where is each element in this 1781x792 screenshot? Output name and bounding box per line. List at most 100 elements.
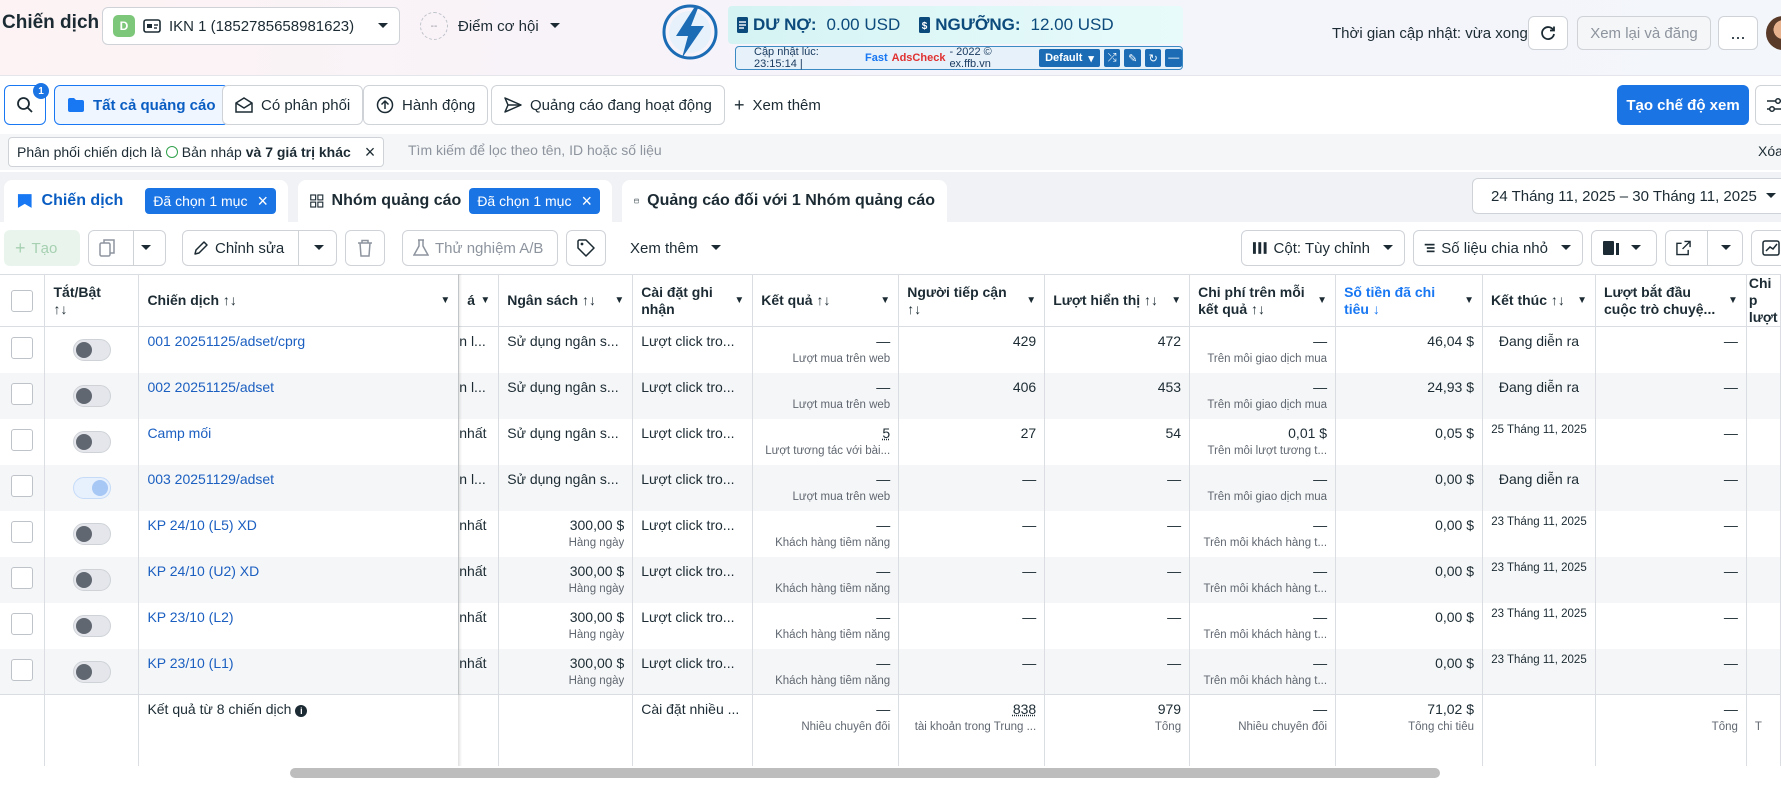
filter-chip[interactable]: Phân phối chiến dịch là Bản nháp và 7 gi…	[8, 137, 385, 167]
breakdown-button[interactable]: Số liệu chia nhỏ	[1413, 230, 1583, 266]
chevron-down-icon[interactable]	[1720, 244, 1732, 252]
campaign-toggle[interactable]	[72, 476, 111, 499]
close-icon[interactable]: ×	[257, 190, 268, 211]
close-icon[interactable]: ×	[364, 142, 376, 162]
col-amount-spent[interactable]: Số tiền đã chi tiêu ↓ ▼	[1335, 274, 1483, 327]
campaign-selected-chip[interactable]: Đã chọn 1 mục ×	[145, 188, 276, 214]
user-avatar[interactable]	[1766, 16, 1781, 50]
tab-actions[interactable]: Hành động	[363, 85, 489, 125]
tab-active-ads[interactable]: Quảng cáo đang hoạt động	[491, 85, 725, 125]
edit-button[interactable]: Chỉnh sửa	[182, 230, 337, 266]
campaign-name-link[interactable]: KP 23/10 (L2)	[147, 608, 234, 625]
row-checkbox[interactable]	[11, 658, 34, 681]
filter-search-input[interactable]: Tìm kiếm để lọc theo tên, ID hoặc số liệ…	[408, 142, 662, 158]
campaign-name-link[interactable]: KP 24/10 (L5) XD	[147, 516, 257, 533]
campaign-name-cell[interactable]: KP 23/10 (L1)	[138, 648, 460, 695]
campaign-toggle[interactable]	[72, 384, 111, 407]
toggle-cell[interactable]	[44, 418, 140, 465]
row-checkbox-cell[interactable]	[0, 418, 46, 465]
date-range-picker[interactable]: 24 Tháng 11, 2025 – 30 Tháng 11, 2025	[1472, 178, 1781, 214]
adset-selected-chip[interactable]: Đã chọn 1 mục ×	[469, 188, 600, 214]
row-checkbox-cell[interactable]	[0, 602, 46, 649]
col-budget[interactable]: Ngân sách ↑↓ ▼	[498, 274, 634, 327]
tab-level-adsets[interactable]: Nhóm quảng cáo Đã chọn 1 mục ×	[298, 180, 612, 222]
reports-button[interactable]	[1591, 230, 1657, 266]
table-row[interactable]: 002 20251125/adset n l... Sử dụng ngân s..…	[0, 372, 1781, 419]
duplicate-button[interactable]	[88, 230, 166, 266]
create-view-button[interactable]: Tạo chế độ xem	[1617, 85, 1749, 125]
campaign-toggle[interactable]	[72, 660, 111, 683]
campaign-name-link[interactable]: KP 24/10 (U2) XD	[147, 562, 260, 579]
table-row[interactable]: 003 20251129/adset n l... Sử dụng ngân s..…	[0, 464, 1781, 511]
ab-test-button[interactable]: Thử nghiệm A/B	[402, 230, 558, 266]
campaign-toggle[interactable]	[72, 339, 111, 361]
horizontal-scroll-thumb[interactable]	[290, 768, 1440, 778]
toggle-cell[interactable]	[44, 372, 140, 419]
toggle-cell[interactable]	[44, 648, 140, 695]
col-truncated[interactable]: á ▼	[458, 274, 500, 327]
col-toggle[interactable]: Tắt/Bật ↑↓	[44, 274, 140, 327]
campaign-name-link[interactable]: 003 20251129/adset	[147, 470, 275, 487]
toggle-cell[interactable]	[44, 602, 140, 649]
table-row[interactable]: KP 23/10 (L2) nhất 300,00 $ Hàng ngày Lượt c…	[0, 602, 1781, 649]
close-icon[interactable]: ×	[581, 190, 592, 211]
see-more-views-button[interactable]: + Xem thêm	[734, 94, 821, 115]
col-impressions[interactable]: Lượt hiển thị ↑↓ ▼	[1044, 274, 1191, 327]
campaign-toggle[interactable]	[72, 614, 111, 637]
chart-button[interactable]	[1751, 230, 1781, 266]
shuffle-icon[interactable]: ⤮	[1103, 49, 1121, 67]
campaign-name-link[interactable]: Camp mối	[147, 424, 212, 441]
chevron-down-icon[interactable]	[313, 244, 325, 252]
col-cost-more[interactable]: Chi p lượt	[1746, 274, 1781, 327]
delete-button[interactable]	[345, 230, 385, 266]
col-results[interactable]: Kết quả ↑↓ ▼	[752, 274, 900, 327]
campaign-toggle[interactable]	[72, 568, 111, 591]
campaign-name-link[interactable]: KP 23/10 (L1)	[147, 654, 234, 671]
table-row[interactable]: KP 23/10 (L1) nhất 300,00 $ Hàng ngày Lượt c…	[0, 648, 1781, 695]
columns-button[interactable]: Cột: Tùy chỉnh	[1241, 230, 1405, 266]
edit-icon[interactable]: ✎	[1124, 49, 1141, 67]
col-conversation-starts[interactable]: Lượt bắt đầu cuộc trò chuyệ... ▼	[1595, 274, 1747, 327]
clear-filters-link[interactable]: Xóa	[1758, 143, 1781, 159]
row-checkbox-cell[interactable]	[0, 648, 46, 695]
account-selector[interactable]: D IKN 1 (1852785658981623)	[102, 7, 400, 45]
chevron-down-icon[interactable]	[140, 244, 152, 252]
campaign-name-cell[interactable]: KP 24/10 (L5) XD	[138, 510, 460, 557]
col-cost-per-result[interactable]: Chi phí trên mỗi kết quả ↑↓ ▼	[1189, 274, 1337, 327]
info-icon[interactable]: i	[295, 705, 308, 717]
row-checkbox-cell[interactable]	[0, 510, 46, 557]
refresh-button[interactable]	[1528, 16, 1568, 50]
campaign-name-cell[interactable]: 001 20251125/adset/cprg	[138, 326, 460, 373]
select-all-header[interactable]	[0, 274, 46, 327]
campaign-name-cell[interactable]: KP 24/10 (U2) XD	[138, 556, 460, 603]
minimize-icon[interactable]: —	[1165, 49, 1182, 67]
preset-select[interactable]: Default ▾	[1039, 49, 1100, 67]
col-campaign[interactable]: Chiến dịch ↑↓ ▼	[138, 274, 460, 327]
row-checkbox-cell[interactable]	[0, 372, 46, 419]
row-checkbox[interactable]	[11, 382, 34, 405]
col-reach[interactable]: Người tiếp cận ↑↓ ▼	[898, 274, 1046, 327]
table-row[interactable]: KP 24/10 (U2) XD nhất 300,00 $ Hàng ngày Lượ…	[0, 556, 1781, 603]
tag-button[interactable]	[566, 230, 606, 266]
tab-level-campaigns[interactable]: Chiến dịch Đã chọn 1 mục ×	[4, 180, 288, 222]
tab-delivering[interactable]: Có phân phối	[222, 85, 364, 125]
toggle-cell[interactable]	[44, 464, 140, 511]
row-checkbox[interactable]	[11, 337, 34, 359]
col-ends[interactable]: Kết thúc ↑↓ ▼	[1482, 274, 1596, 327]
review-publish-button[interactable]: Xem lại và đăng	[1577, 16, 1711, 50]
toggle-cell[interactable]	[44, 556, 140, 603]
campaign-toggle[interactable]	[72, 522, 111, 545]
campaign-name-link[interactable]: 001 20251125/adset/cprg	[147, 333, 306, 349]
campaign-name-cell[interactable]: Camp mối	[138, 418, 460, 465]
col-attribution[interactable]: Cài đặt ghi nhận ▼	[632, 274, 754, 327]
campaign-name-cell[interactable]: KP 23/10 (L2)	[138, 602, 460, 649]
more-options-button[interactable]: ...	[1718, 16, 1758, 50]
campaign-name-cell[interactable]: 003 20251129/adset	[138, 464, 460, 511]
campaign-toggle[interactable]	[72, 430, 111, 453]
row-checkbox[interactable]	[11, 566, 34, 589]
campaign-name-cell[interactable]: 002 20251125/adset	[138, 372, 460, 419]
select-all-checkbox[interactable]	[11, 289, 34, 312]
row-checkbox[interactable]	[11, 612, 34, 635]
search-button[interactable]	[4, 85, 46, 125]
export-button[interactable]	[1665, 230, 1743, 266]
